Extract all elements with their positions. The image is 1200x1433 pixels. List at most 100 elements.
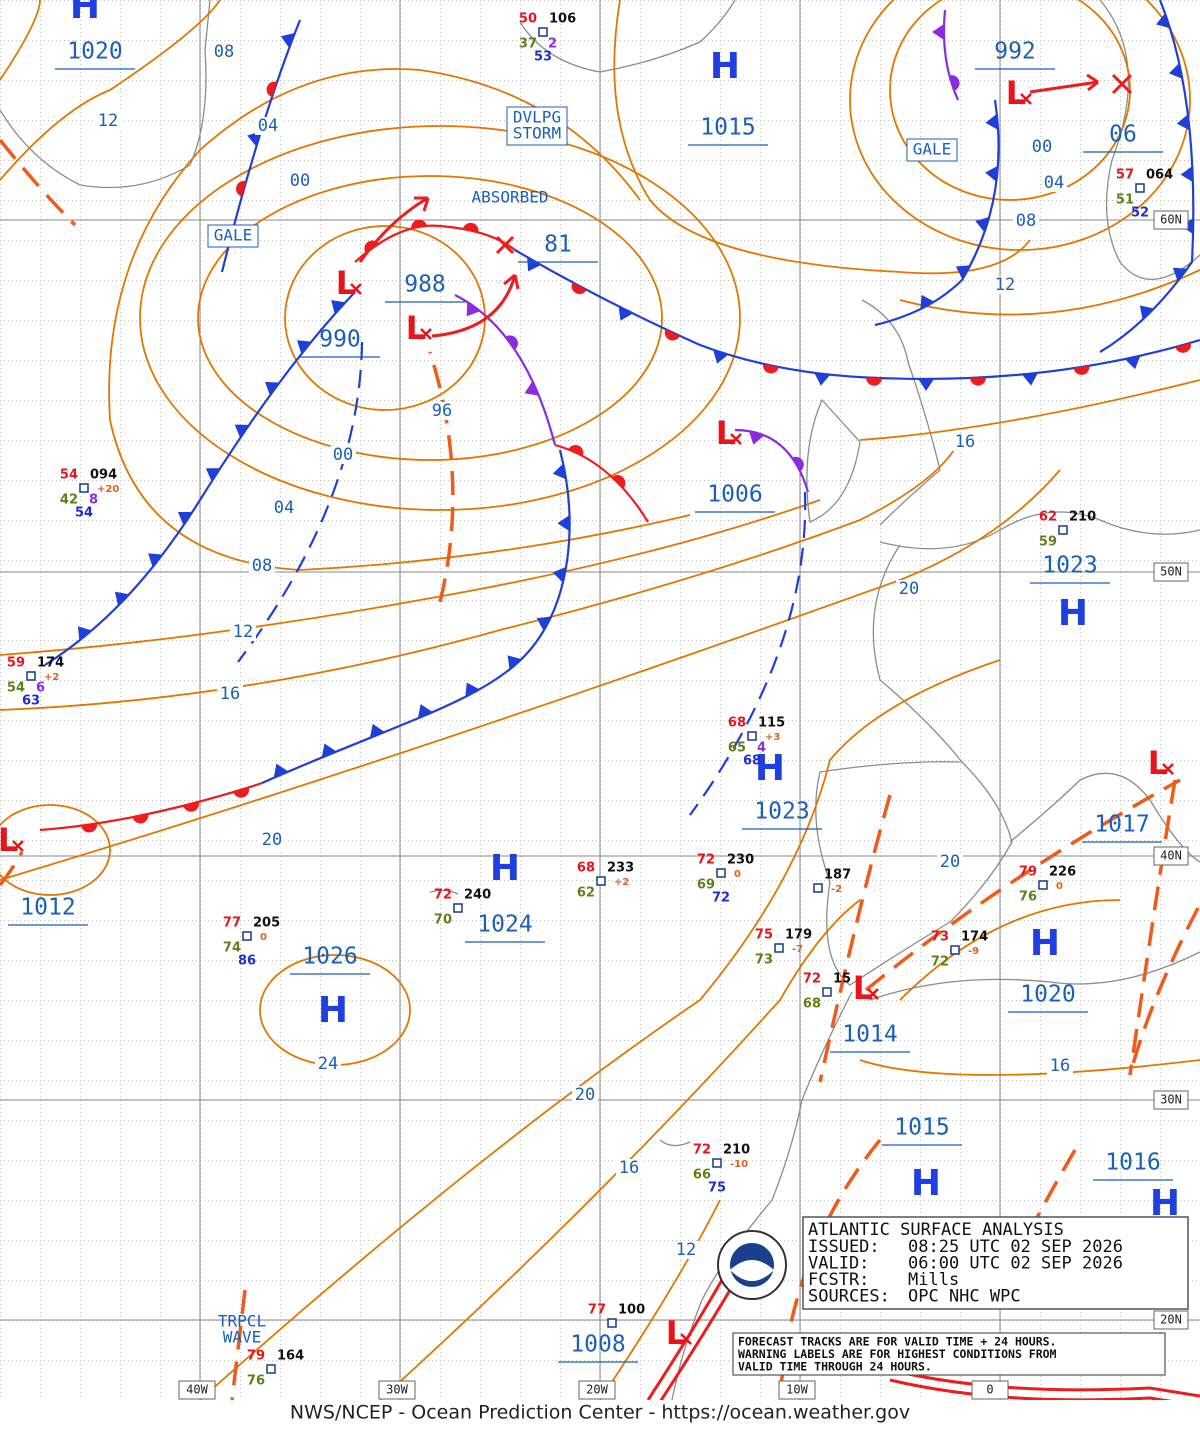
lon-label: 10W [786, 1383, 808, 1397]
station-temp: 72 [803, 972, 821, 987]
isobar-label: 12 [995, 275, 1015, 295]
isobar-label-bg [896, 580, 922, 598]
high-symbol: H [911, 1163, 941, 1204]
station-temp: 72 [693, 1143, 711, 1158]
station-marker [813, 883, 823, 893]
lat-label-box [1153, 1310, 1189, 1330]
isobar-label: 96 [432, 401, 452, 421]
station-temp: 79 [247, 1349, 265, 1364]
front-triangle [1176, 114, 1190, 131]
front-semicircle [866, 377, 883, 386]
pressure-label: 1015 [700, 115, 755, 141]
isobar-label-bg [616, 1159, 642, 1177]
station-temp: 77 [588, 1303, 606, 1318]
low-center [420, 328, 432, 340]
front-triangle [417, 704, 433, 719]
front-triangle [557, 515, 570, 532]
front-triangle [247, 131, 262, 147]
isobar-label: 16 [1050, 1056, 1070, 1076]
low-center [1162, 763, 1174, 775]
front-semicircle [266, 81, 278, 98]
isobar-label-bg [572, 1086, 598, 1104]
station-pressure: 106 [549, 12, 576, 27]
station-marker [950, 945, 960, 955]
station-tendency: 0 [1056, 881, 1063, 892]
isobar-label-bg [255, 117, 281, 135]
front-triangle [1139, 305, 1154, 320]
station-wave: 8 [89, 493, 98, 508]
front-triangle [1021, 372, 1038, 386]
isobar-label: 04 [258, 116, 278, 136]
low-center [350, 283, 362, 295]
station-temp: 62 [1039, 510, 1057, 525]
low-center [867, 988, 879, 1000]
station-temp: 77 [223, 916, 241, 931]
station-sst: 54 [75, 506, 93, 521]
lat-label-box [1153, 562, 1189, 582]
station-marker [26, 671, 36, 681]
low-symbol: L [1148, 744, 1168, 782]
station-dewpoint: 68 [803, 997, 821, 1012]
low-symbol: L [1006, 74, 1026, 112]
noaa-logo [717, 1230, 787, 1300]
note-line: WARNING LABELS ARE FOR HIGHEST CONDITION… [738, 1347, 1057, 1361]
station-pressure: 230 [727, 853, 754, 868]
front-triangle [265, 381, 280, 396]
station-marker [607, 1318, 617, 1328]
high-symbol: H [70, 0, 100, 27]
lon-label: 20W [586, 1383, 608, 1397]
low-symbol: L [336, 264, 356, 302]
pressure-label: 06 [1109, 122, 1137, 148]
front-triangle [1172, 267, 1188, 282]
low-center [12, 840, 24, 852]
isobar-label: 04 [1044, 173, 1064, 193]
isobar-label-bg [1013, 212, 1039, 230]
high-symbol: H [710, 46, 740, 87]
station-marker [266, 1364, 276, 1374]
front-semicircle [411, 219, 428, 229]
station-marker [1038, 880, 1048, 890]
isobar-label-bg [95, 112, 121, 130]
low-symbol: L [666, 1314, 686, 1352]
box-key: ISSUED: [808, 1237, 880, 1257]
low-center [1020, 93, 1032, 105]
low-symbol: L [853, 969, 873, 1007]
front-triangle [524, 381, 539, 396]
isobar-label: 12 [676, 1240, 696, 1260]
station-dewpoint: 74 [223, 941, 241, 956]
forecast-note: FORECAST TRACKS ARE FOR VALID TIME + 24 … [732, 1332, 1166, 1376]
isobar-label-bg [429, 402, 455, 420]
station-pressure: 174 [961, 930, 988, 945]
isobar-label: 00 [1032, 137, 1052, 157]
station-dewpoint: 73 [755, 953, 773, 968]
pressure-label: 1016 [1105, 1150, 1160, 1176]
station-temp: 54 [60, 468, 78, 483]
station-pressure: 210 [1069, 510, 1096, 525]
front-semicircle [81, 823, 98, 833]
box-title: ATLANTIC SURFACE ANALYSIS [808, 1220, 1064, 1240]
isobar-label: 00 [290, 171, 310, 191]
front-semicircle [236, 180, 247, 197]
front-triangle [148, 553, 163, 568]
station-pressure: 064 [1146, 168, 1173, 183]
station-sst: 86 [238, 954, 256, 969]
lon-label-box [971, 1380, 1009, 1400]
isobar-label-bg [259, 831, 285, 849]
isobar-label-bg [230, 623, 256, 641]
front-triangle [280, 33, 295, 48]
station-wave: 6 [36, 681, 45, 696]
station-dewpoint: 42 [60, 493, 78, 508]
front-semicircle [571, 282, 587, 295]
isobar-label-bg [992, 276, 1018, 294]
station-dewpoint: 54 [7, 681, 25, 696]
front-line [942, 9, 960, 101]
station-marker [596, 876, 606, 886]
lon-label-box [778, 1380, 816, 1400]
station-dewpoint: 65 [728, 741, 746, 756]
isobar-label-bg [217, 685, 243, 703]
front-triangle [297, 340, 312, 355]
isobar-label-bg [330, 446, 356, 464]
front-triangle [321, 743, 337, 758]
high-symbol: H [490, 848, 520, 889]
annotation: STORM [513, 124, 561, 143]
